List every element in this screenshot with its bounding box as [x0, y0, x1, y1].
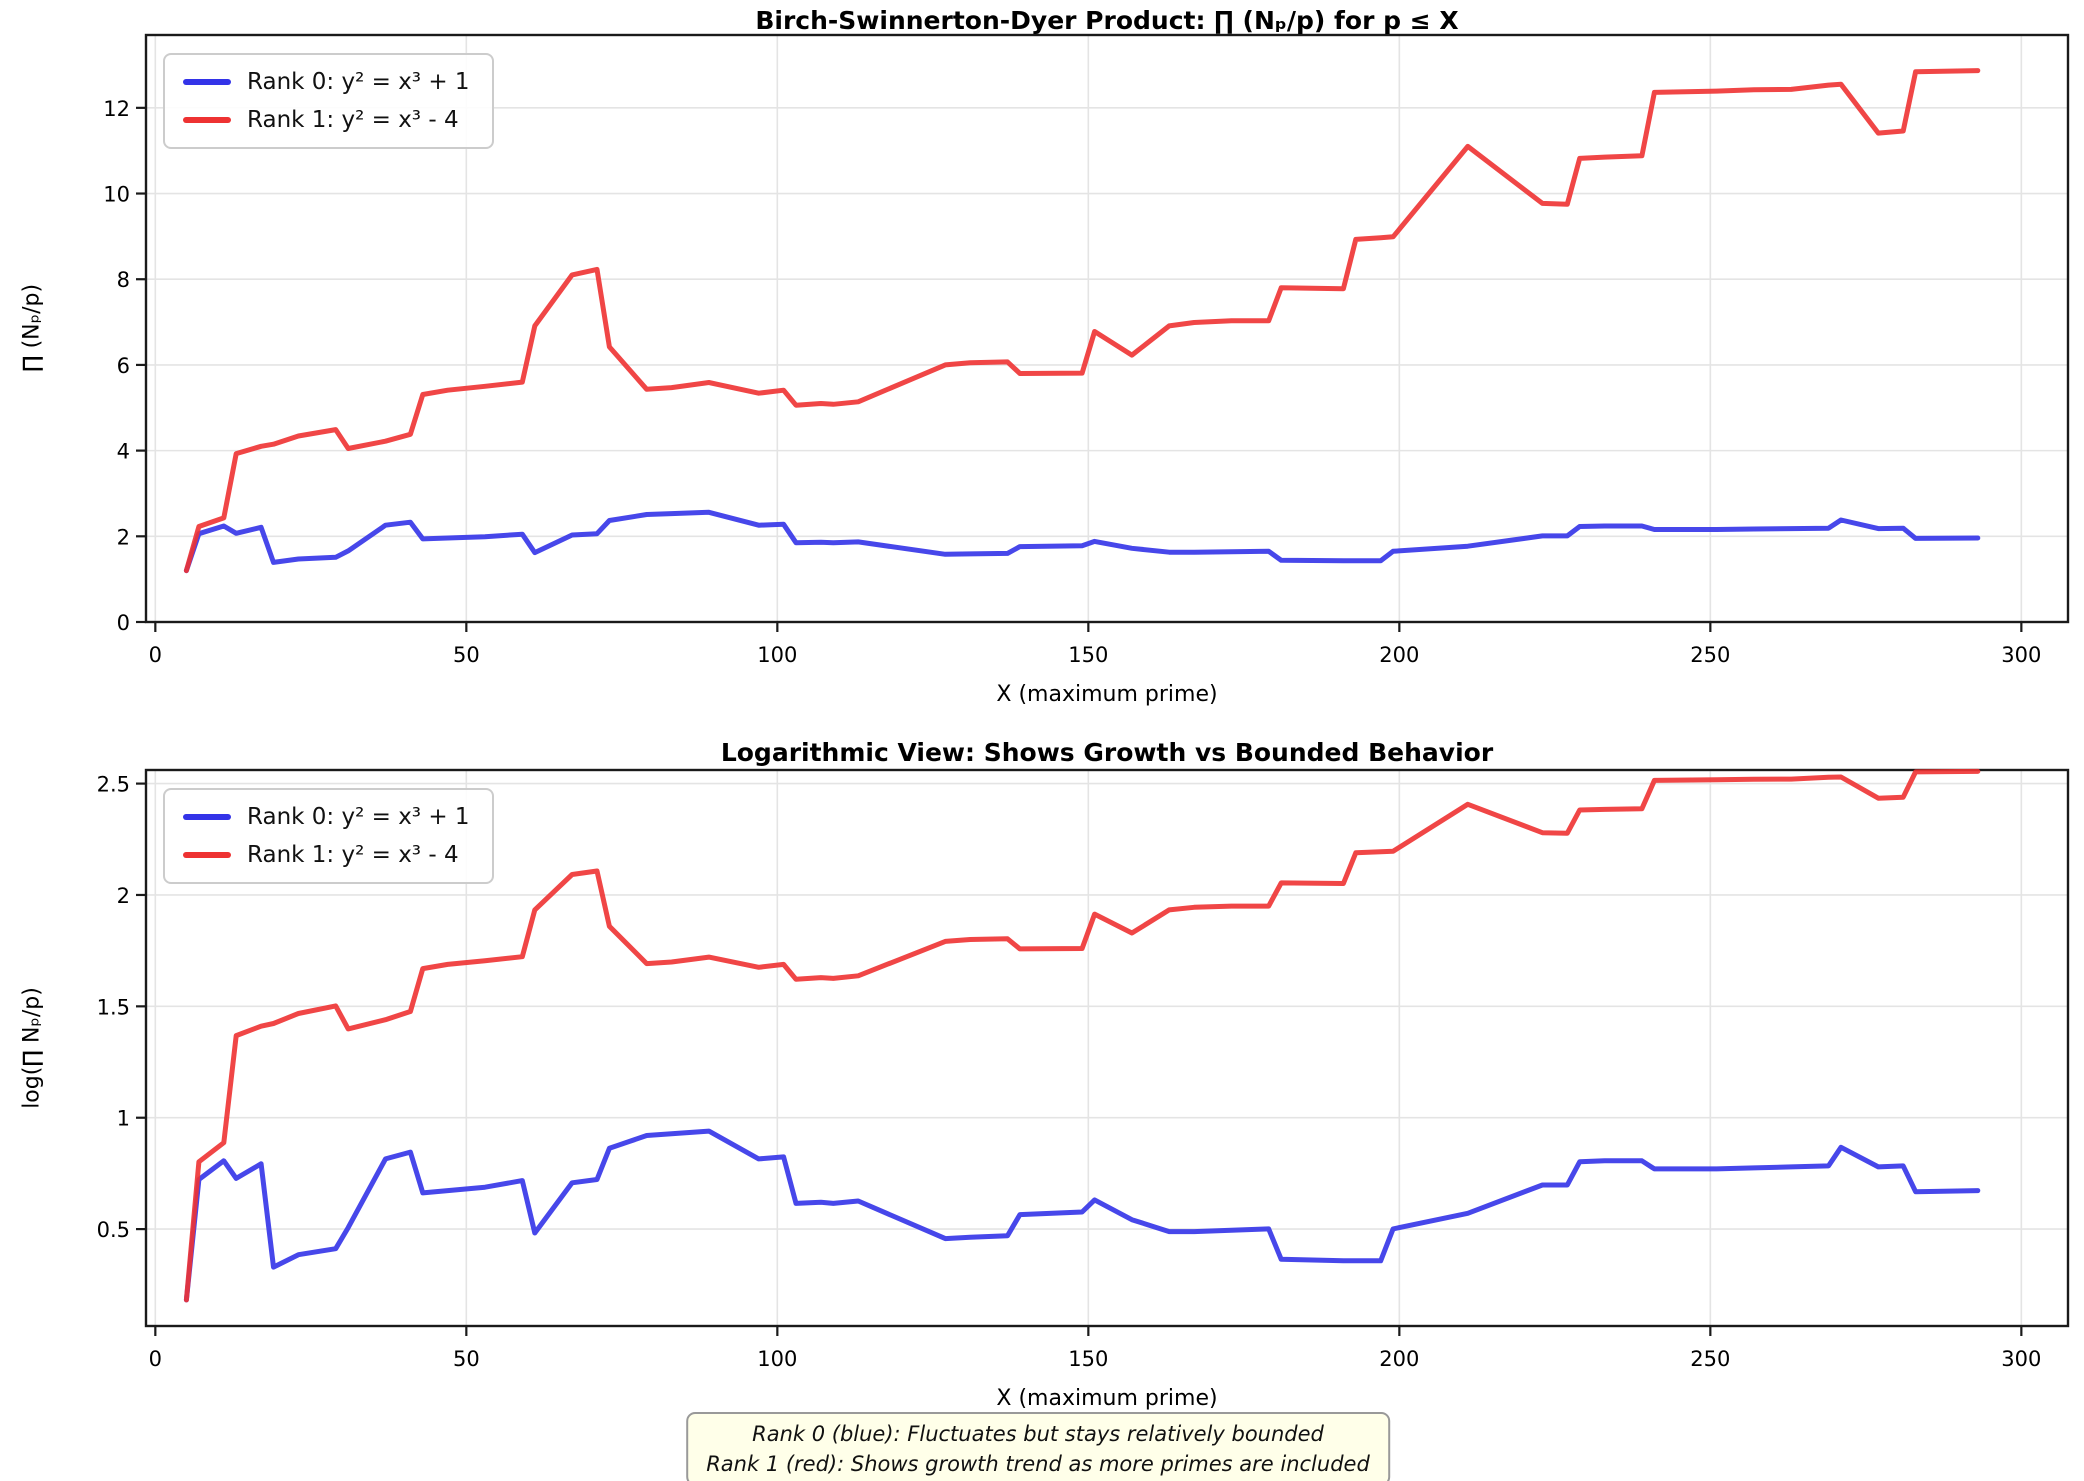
- y-tick-label: 0: [117, 611, 130, 635]
- annotation-line-2: Rank 1 (red): Shows growth trend as more…: [706, 1452, 1370, 1476]
- rank1-legend-label: Rank 1: y² = x³ - 4: [247, 107, 459, 133]
- y-tick-label: 2: [117, 884, 130, 908]
- x-tick-label: 100: [757, 643, 797, 667]
- x-tick-label: 50: [453, 643, 480, 667]
- y-tick-label: 4: [117, 440, 130, 464]
- rank0-line: [183, 509, 1981, 574]
- bottom-chart-legend: Rank 0: y² = x³ + 1 Rank 1: y² = x³ - 4: [163, 788, 494, 884]
- top-chart-panel: 0 50 100 150 200 250 300 0 2 4 6 8 10 12: [103, 33, 2070, 667]
- x-tick-label: 250: [1690, 1347, 1730, 1371]
- y-tick-label: 2.5: [97, 773, 130, 797]
- y-tick-label: 2: [117, 525, 130, 549]
- top-chart-title: Birch-Swinnerton-Dyer Product: ∏ (Nₚ/p) …: [755, 6, 1459, 35]
- rank0-legend-label: Rank 0: y² = x³ + 1: [247, 69, 470, 95]
- x-tick-label: 150: [1068, 643, 1108, 667]
- rank1-line: [183, 68, 1981, 574]
- x-tick-label: 300: [2001, 643, 2041, 667]
- x-tick-label: 300: [2001, 1347, 2041, 1371]
- top-x-axis-label: X (maximum prime): [996, 682, 1218, 707]
- rank0-legend-label: Rank 0: y² = x³ + 1: [247, 804, 470, 830]
- legend-entry-rank1: Rank 1: y² = x³ - 4: [183, 107, 470, 133]
- x-tick-label: 200: [1379, 643, 1419, 667]
- rank1-line-swatch: [183, 117, 231, 123]
- bottom-y-axis-label: log(∏ Nₚ/p): [19, 987, 45, 1109]
- axes-frame: [144, 768, 2070, 1328]
- top-chart-legend: Rank 0: y² = x³ + 1 Rank 1: y² = x³ - 4: [163, 53, 494, 149]
- legend-entry-rank0: Rank 0: y² = x³ + 1: [183, 804, 470, 830]
- x-tick-label: 100: [757, 1347, 797, 1371]
- y-tick-label: 10: [103, 183, 130, 207]
- bottom-x-axis-label: X (maximum prime): [996, 1386, 1218, 1411]
- x-tick-label: 0: [149, 643, 162, 667]
- legend-entry-rank0: Rank 0: y² = x³ + 1: [183, 69, 470, 95]
- y-tick-label: 12: [103, 97, 130, 121]
- legend-entry-rank1: Rank 1: y² = x³ - 4: [183, 842, 470, 868]
- x-tick-label: 200: [1379, 1347, 1419, 1371]
- bottom-chart-panel: 0 50 100 150 200 250 300 0.5 1 1.5 2 2.5: [97, 768, 2070, 1371]
- rank1-legend-label: Rank 1: y² = x³ - 4: [247, 842, 459, 868]
- annotation-line-1: Rank 0 (blue): Fluctuates but stays rela…: [752, 1422, 1324, 1446]
- x-tick-label: 0: [149, 1347, 162, 1371]
- annotation-box: Rank 0 (blue): Fluctuates but stays rela…: [686, 1412, 1390, 1481]
- x-tick-label: 150: [1068, 1347, 1108, 1371]
- y-tick-label: 6: [117, 354, 130, 378]
- y-tick-label: 0.5: [97, 1218, 130, 1242]
- bottom-chart-title: Logarithmic View: Shows Growth vs Bounde…: [720, 738, 1494, 767]
- rank0-line: [183, 1128, 1981, 1303]
- y-tick-label: 1: [117, 1107, 130, 1131]
- axes-frame: [144, 33, 2070, 624]
- rank1-line-swatch: [183, 852, 231, 858]
- top-y-axis-label: ∏ (Nₚ/p): [19, 283, 45, 373]
- rank1-line: [183, 768, 1981, 1303]
- y-tick-label: 8: [117, 268, 130, 292]
- x-tick-label: 50: [453, 1347, 480, 1371]
- rank0-line-swatch: [183, 79, 231, 85]
- x-tick-label: 250: [1690, 643, 1730, 667]
- y-tick-label: 1.5: [97, 995, 130, 1019]
- rank0-line-swatch: [183, 814, 231, 820]
